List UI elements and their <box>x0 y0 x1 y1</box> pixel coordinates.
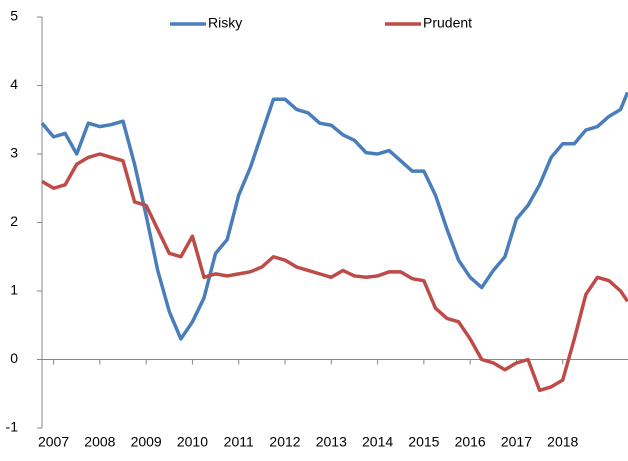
x-tick-label: 2014 <box>362 434 393 450</box>
y-tick-label: 3 <box>10 145 18 161</box>
legend-label: Prudent <box>423 15 472 31</box>
series-line <box>41 152 628 393</box>
x-tick-label: 2016 <box>455 434 486 450</box>
x-tick-label: 2007 <box>38 434 69 450</box>
y-tick-label: -1 <box>6 419 19 435</box>
y-tick-label: 4 <box>10 76 18 92</box>
x-tick-label: 2013 <box>316 434 347 450</box>
y-tick-label: 5 <box>10 8 18 24</box>
x-tick-label: 2017 <box>501 434 532 450</box>
x-tick-label: 2015 <box>408 434 439 450</box>
legend-label: Risky <box>208 15 242 31</box>
x-tick-label: 2008 <box>84 434 115 450</box>
x-tick-label: 2018 <box>547 434 578 450</box>
y-tick-label: 0 <box>10 350 18 366</box>
series-line <box>40 91 628 341</box>
y-tick-label: 1 <box>10 282 18 298</box>
x-tick-label: 2009 <box>131 434 162 450</box>
x-tick-label: 2010 <box>177 434 208 450</box>
x-tick-label: 2012 <box>269 434 300 450</box>
y-tick-label: 2 <box>10 213 18 229</box>
x-tick-label: 2011 <box>224 434 254 450</box>
